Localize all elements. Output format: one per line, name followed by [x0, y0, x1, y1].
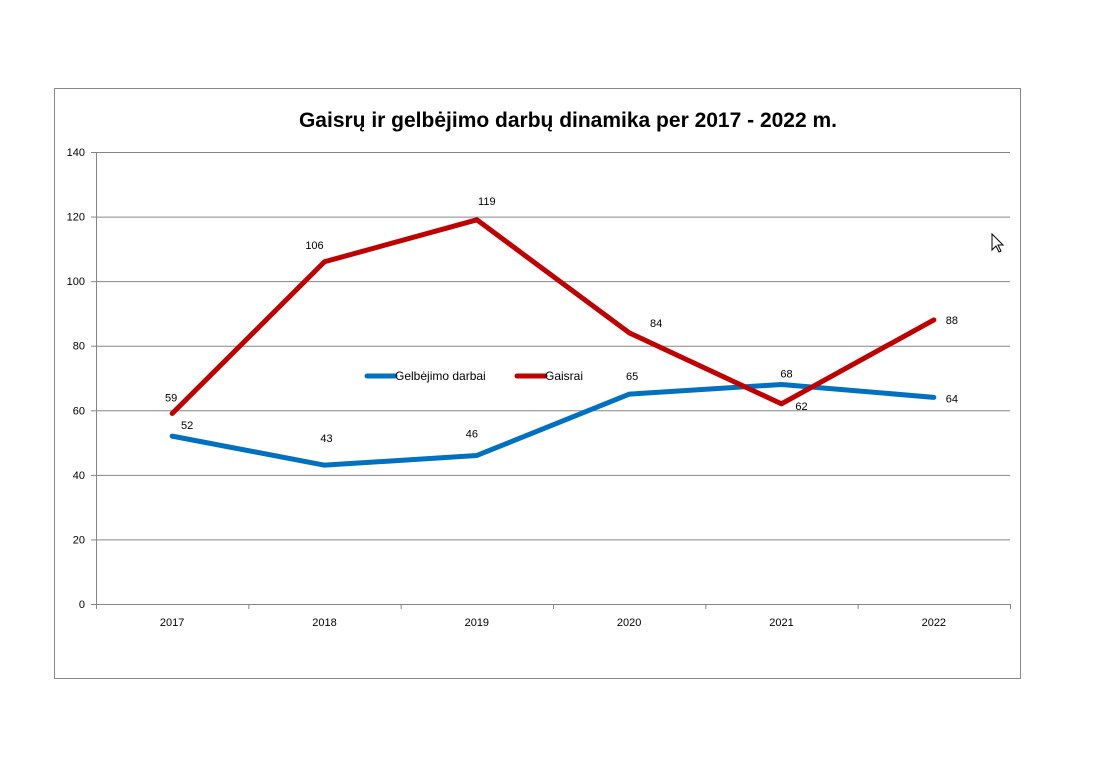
x-tick-label: 2018	[312, 617, 336, 629]
chart-title: Gaisrų ir gelbėjimo darbų dinamika per 2…	[299, 109, 837, 132]
y-tick-label: 0	[79, 599, 85, 611]
chart-frame	[54, 88, 1021, 679]
mouse-cursor-icon	[991, 232, 1005, 253]
gridlines	[96, 152, 1010, 541]
y-tick-label: 60	[73, 405, 85, 417]
legend: Gelbėjimo darbai Gaisrai	[364, 369, 583, 383]
y-tick-labels: 0 20 40 60 80 100 120 140	[67, 147, 85, 611]
x-tick-label: 2021	[769, 617, 793, 629]
axes	[91, 152, 1011, 609]
series-line-gaisrai	[169, 217, 937, 417]
y-tick-label: 40	[73, 470, 85, 482]
data-label: 46	[466, 428, 478, 440]
data-label: 43	[320, 433, 332, 445]
x-tick-label: 2017	[160, 617, 184, 629]
y-tick-label: 80	[73, 341, 85, 353]
series-line-gelbejimo-darbai	[169, 381, 937, 468]
y-tick-label: 20	[73, 534, 85, 546]
data-label: 65	[626, 371, 638, 383]
data-label: 59	[165, 393, 177, 405]
x-tick-label: 2020	[617, 617, 641, 629]
legend-label: Gaisrai	[545, 369, 583, 383]
data-label: 84	[650, 318, 662, 330]
x-tick-label: 2019	[465, 617, 489, 629]
data-label: 88	[946, 315, 958, 327]
data-label: 62	[795, 401, 807, 413]
legend-label: Gelbėjimo darbai	[395, 369, 486, 383]
data-labels: 52 43 46 65 68 64 59 106 119 84 62 88	[165, 196, 958, 445]
data-label: 52	[181, 420, 193, 432]
y-tick-label: 120	[67, 212, 85, 224]
data-label: 68	[780, 368, 792, 380]
x-tick-labels: 2017 2018 2019 2020 2021 2022	[160, 617, 946, 629]
series-lines	[169, 217, 937, 468]
data-label: 64	[946, 393, 958, 405]
data-label: 119	[478, 196, 496, 208]
data-label: 106	[305, 240, 323, 252]
y-tick-label: 140	[67, 147, 85, 159]
x-tick-label: 2022	[922, 617, 946, 629]
y-tick-label: 100	[67, 276, 85, 288]
